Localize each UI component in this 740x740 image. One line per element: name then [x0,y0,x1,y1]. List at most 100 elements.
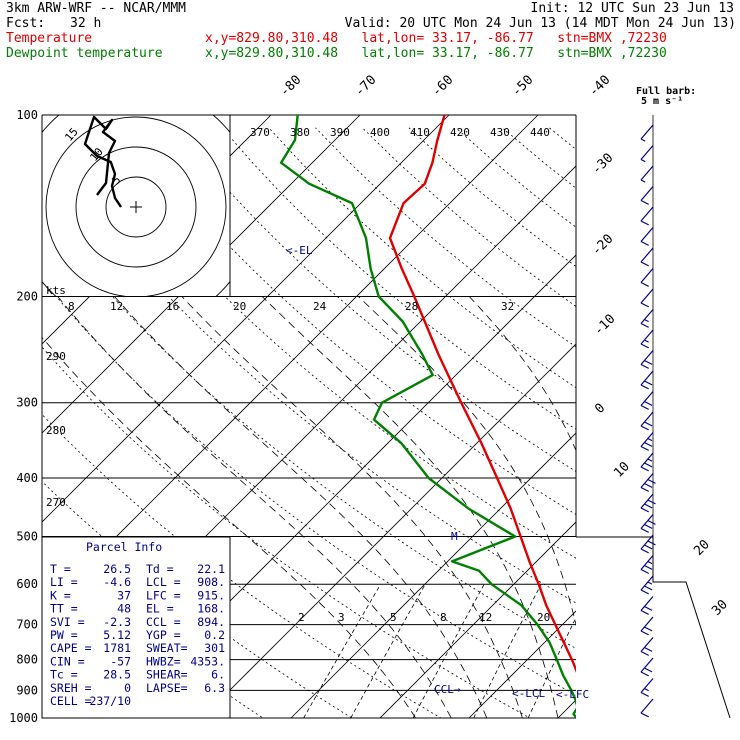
wind-barb-staff [640,698,654,714]
parcel-param-value: 5.12 [103,628,131,642]
parcel-info-box [41,536,231,719]
wind-barb-feather [647,499,656,505]
wind-barb [640,186,654,205]
isotherm-label: 0 [592,401,608,417]
pressure-label: 800 [16,653,38,667]
parcel-param-value: 37 [117,588,131,602]
ccl-marker: CCL→ [434,683,461,696]
parcel-param-value: 6. [211,668,225,682]
pressure-label: 200 [16,290,38,304]
wind-barb-feather [640,384,649,390]
wind-barb-feather [647,540,656,546]
theta-label: 440 [530,126,550,139]
wind-barb [640,514,656,533]
wind-barb-feather [640,650,649,656]
parcel-param-value: 26.5 [103,562,131,576]
isotherm-label: 10 [611,459,633,481]
isotherm-label: -80 [277,73,304,100]
wind-barb-feather [640,507,649,513]
parcel-param-value: 4353. [190,654,225,668]
wind-barb [640,268,654,287]
wind-barb-staff [640,596,654,611]
dry-adiabat-line [596,128,740,731]
wind-barb-feather [644,667,653,673]
parcel-param-label: CIN = [50,654,85,668]
parcel-param-value: 301 [204,641,225,655]
wind-barb-feather [644,503,653,509]
wind-barb-feather [640,404,649,410]
wind-barb [640,309,654,328]
legend-dewpoint-info: x,y=829.80,310.48 lat,lon= 33.17, -86.77… [205,46,667,61]
parcel-param-label: CAPE = [50,641,92,655]
parcel-param-label: EL = [146,602,174,616]
parcel-param-label: LFC = [146,588,181,602]
el-marker: <-EL [286,244,313,257]
parcel-param-label: LI = [50,575,78,589]
wind-barb-feather [640,548,649,554]
dry-adiabat-line [455,127,576,228]
parcel-param-label: LAPSE= [146,681,188,695]
theta-label: 270 [46,496,66,509]
mixing-ratio-label: 8 [440,611,447,624]
wind-barb [640,473,656,492]
wind-barb-staff [640,350,654,365]
dry-adiabat-line [42,346,531,718]
dry-adiabat-line [643,128,740,731]
pressure-label: 600 [16,577,38,591]
parcel-param-value: 0.2 [204,628,225,642]
wind-barb-staff [640,616,654,632]
dry-adiabat-line [736,128,740,731]
mixing-ratio-label: 3 [338,611,345,624]
wind-barb-feather [644,564,653,570]
parcel-param-value: 908. [197,575,225,589]
wind-barb-feather [644,359,653,365]
pressure-label: 100 [16,108,38,122]
dry-adiabat-line [549,127,576,150]
forecast-hours: 32 h [70,16,102,31]
wind-barb [640,616,654,636]
wind-barb-staff [640,329,654,345]
theta-label: 280 [46,424,66,437]
wind-barb-feather [644,441,653,447]
wind-barb-feather [640,363,649,369]
moist-adiabat-line [42,336,416,718]
theta-label: 390 [330,126,350,139]
wind-barb-staff [640,411,654,427]
legend-dewpoint-label: Dewpoint temperature [6,46,163,61]
hodograph-ring [75,146,197,268]
parcel-param-label: CELL = [50,694,92,708]
wind-barb-staff [640,514,654,529]
wind-barb-staff [640,637,654,652]
parcel-param-value: 1781 [103,641,131,655]
theta-label: 380 [290,126,310,139]
wind-barb-feather [640,425,649,431]
wind-barb-feather [640,466,649,472]
wind-barb-staff [640,555,654,570]
parcel-param-value: 48 [117,602,131,616]
wind-barb-staff [640,145,654,160]
mixing-ratio-label: 12 [479,611,492,624]
mixing-ratio-line [412,584,485,718]
legend-temperature-info: x,y=829.80,310.48 lat,lon= 33.17, -86.77… [205,31,667,46]
wind-barb [640,411,654,431]
wind-barb [640,124,654,142]
wind-barb-feather [640,691,649,697]
wind-barb-staff [640,473,654,488]
isotherm-label: 20 [691,537,713,559]
wind-barb-feather [640,302,649,308]
wind-barb-feather [644,626,653,632]
theta-label: 430 [490,126,510,139]
wind-barb [640,657,654,677]
isotherm-label: -60 [429,73,456,100]
model-title: 3km ARW-WRF -- NCAR/MMM [6,1,187,16]
wind-barb-staff [640,227,654,242]
wind-barb-staff [640,247,654,263]
wind-barb-feather [647,437,653,442]
wind-barb [640,432,654,451]
wind-barb-feather [640,281,649,287]
theta-label: 420 [450,126,470,139]
parcel-param-value: -57 [110,654,131,668]
wind-barb-feather [640,445,649,451]
isotherm-label: -20 [589,232,616,259]
isotherm-label: -30 [589,151,616,178]
